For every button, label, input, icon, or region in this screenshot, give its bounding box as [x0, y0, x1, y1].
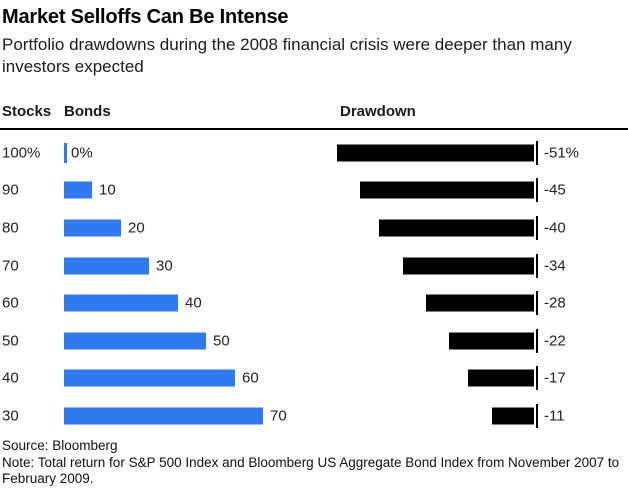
drawdown-value-label: -22	[544, 332, 566, 350]
bonds-bar	[64, 294, 178, 312]
stocks-label: 40	[2, 369, 19, 387]
drawdown-value-label: -45	[544, 181, 566, 199]
bonds-bar	[64, 332, 206, 350]
drawdown-bar	[492, 407, 534, 425]
stocks-label: 100%	[2, 144, 41, 162]
bonds-zero-tick	[64, 142, 67, 163]
drawdown-bar	[468, 369, 534, 387]
drawdown-value-label: -51%	[544, 144, 580, 162]
column-headers: Stocks Bonds Drawdown	[0, 103, 628, 121]
bonds-value-label: 0%	[71, 144, 93, 162]
drawdown-bar	[337, 144, 534, 162]
drawdown-axis-tick	[536, 140, 538, 165]
chart-row: 60 40 -28	[0, 284, 628, 322]
drawdown-bar	[379, 219, 534, 237]
drawdown-axis-tick	[536, 328, 538, 353]
drawdown-value-label: -17	[544, 369, 566, 387]
bonds-bar	[64, 407, 263, 425]
chart-row: 80 20 -40	[0, 209, 628, 247]
drawdown-axis-tick	[536, 215, 538, 240]
chart-row: 40 60 -17	[0, 360, 628, 398]
chart-row: 50 50 -22	[0, 322, 628, 360]
drawdown-bar	[426, 294, 534, 312]
drawdown-value-label: -34	[544, 257, 566, 275]
bonds-value-label: 70	[270, 407, 287, 425]
note-text: Note: Total return for S&P 500 Index and…	[2, 454, 620, 487]
source-text: Source: Bloomberg	[2, 438, 118, 453]
chart-row: 70 30 -34	[0, 247, 628, 285]
bonds-value-label: 30	[156, 257, 173, 275]
chart-subtitle: Portfolio drawdowns during the 2008 fina…	[2, 35, 572, 76]
stocks-label: 60	[2, 294, 19, 312]
chart-row: 100% 0% -51%	[0, 134, 628, 172]
bonds-bar	[64, 369, 235, 387]
drawdown-axis-tick	[536, 366, 538, 391]
bonds-bar	[64, 257, 149, 275]
drawdown-value-label: -28	[544, 294, 566, 312]
bonds-bar	[64, 181, 92, 199]
bonds-value-label: 10	[99, 181, 116, 199]
drawdown-value-label: -11	[544, 407, 565, 425]
stocks-label: 80	[2, 219, 19, 237]
drawdown-axis-tick	[536, 403, 538, 428]
bonds-value-label: 60	[242, 369, 259, 387]
bonds-bar	[64, 219, 121, 237]
bonds-value-label: 20	[128, 219, 145, 237]
column-header-drawdown: Drawdown	[340, 103, 416, 120]
footer: Source: Bloomberg Note: Total return for…	[2, 438, 620, 488]
drawdown-bar	[360, 181, 534, 199]
drawdown-axis-tick	[536, 291, 538, 316]
drawdown-bar	[449, 332, 534, 350]
chart-title: Market Selloffs Can Be Intense	[2, 6, 289, 28]
stocks-label: 50	[2, 332, 19, 350]
chart-row: 30 70 -11	[0, 397, 628, 435]
stocks-label: 90	[2, 181, 19, 199]
drawdown-axis-tick	[536, 178, 538, 203]
drawdown-axis-tick	[536, 253, 538, 278]
drawdown-value-label: -40	[544, 219, 566, 237]
column-header-bonds: Bonds	[64, 103, 111, 120]
column-header-stocks: Stocks	[2, 103, 52, 120]
drawdown-bar	[403, 257, 534, 275]
bonds-value-label: 40	[185, 294, 202, 312]
bonds-value-label: 50	[213, 332, 230, 350]
chart-rows: 100% 0% -51% 90 10 -45 80 20 -40 70 30 -34 60 40 -28 50…	[0, 134, 628, 435]
header-rule	[0, 128, 628, 130]
chart-row: 90 10 -45	[0, 172, 628, 210]
stocks-label: 70	[2, 257, 19, 275]
stocks-label: 30	[2, 407, 19, 425]
